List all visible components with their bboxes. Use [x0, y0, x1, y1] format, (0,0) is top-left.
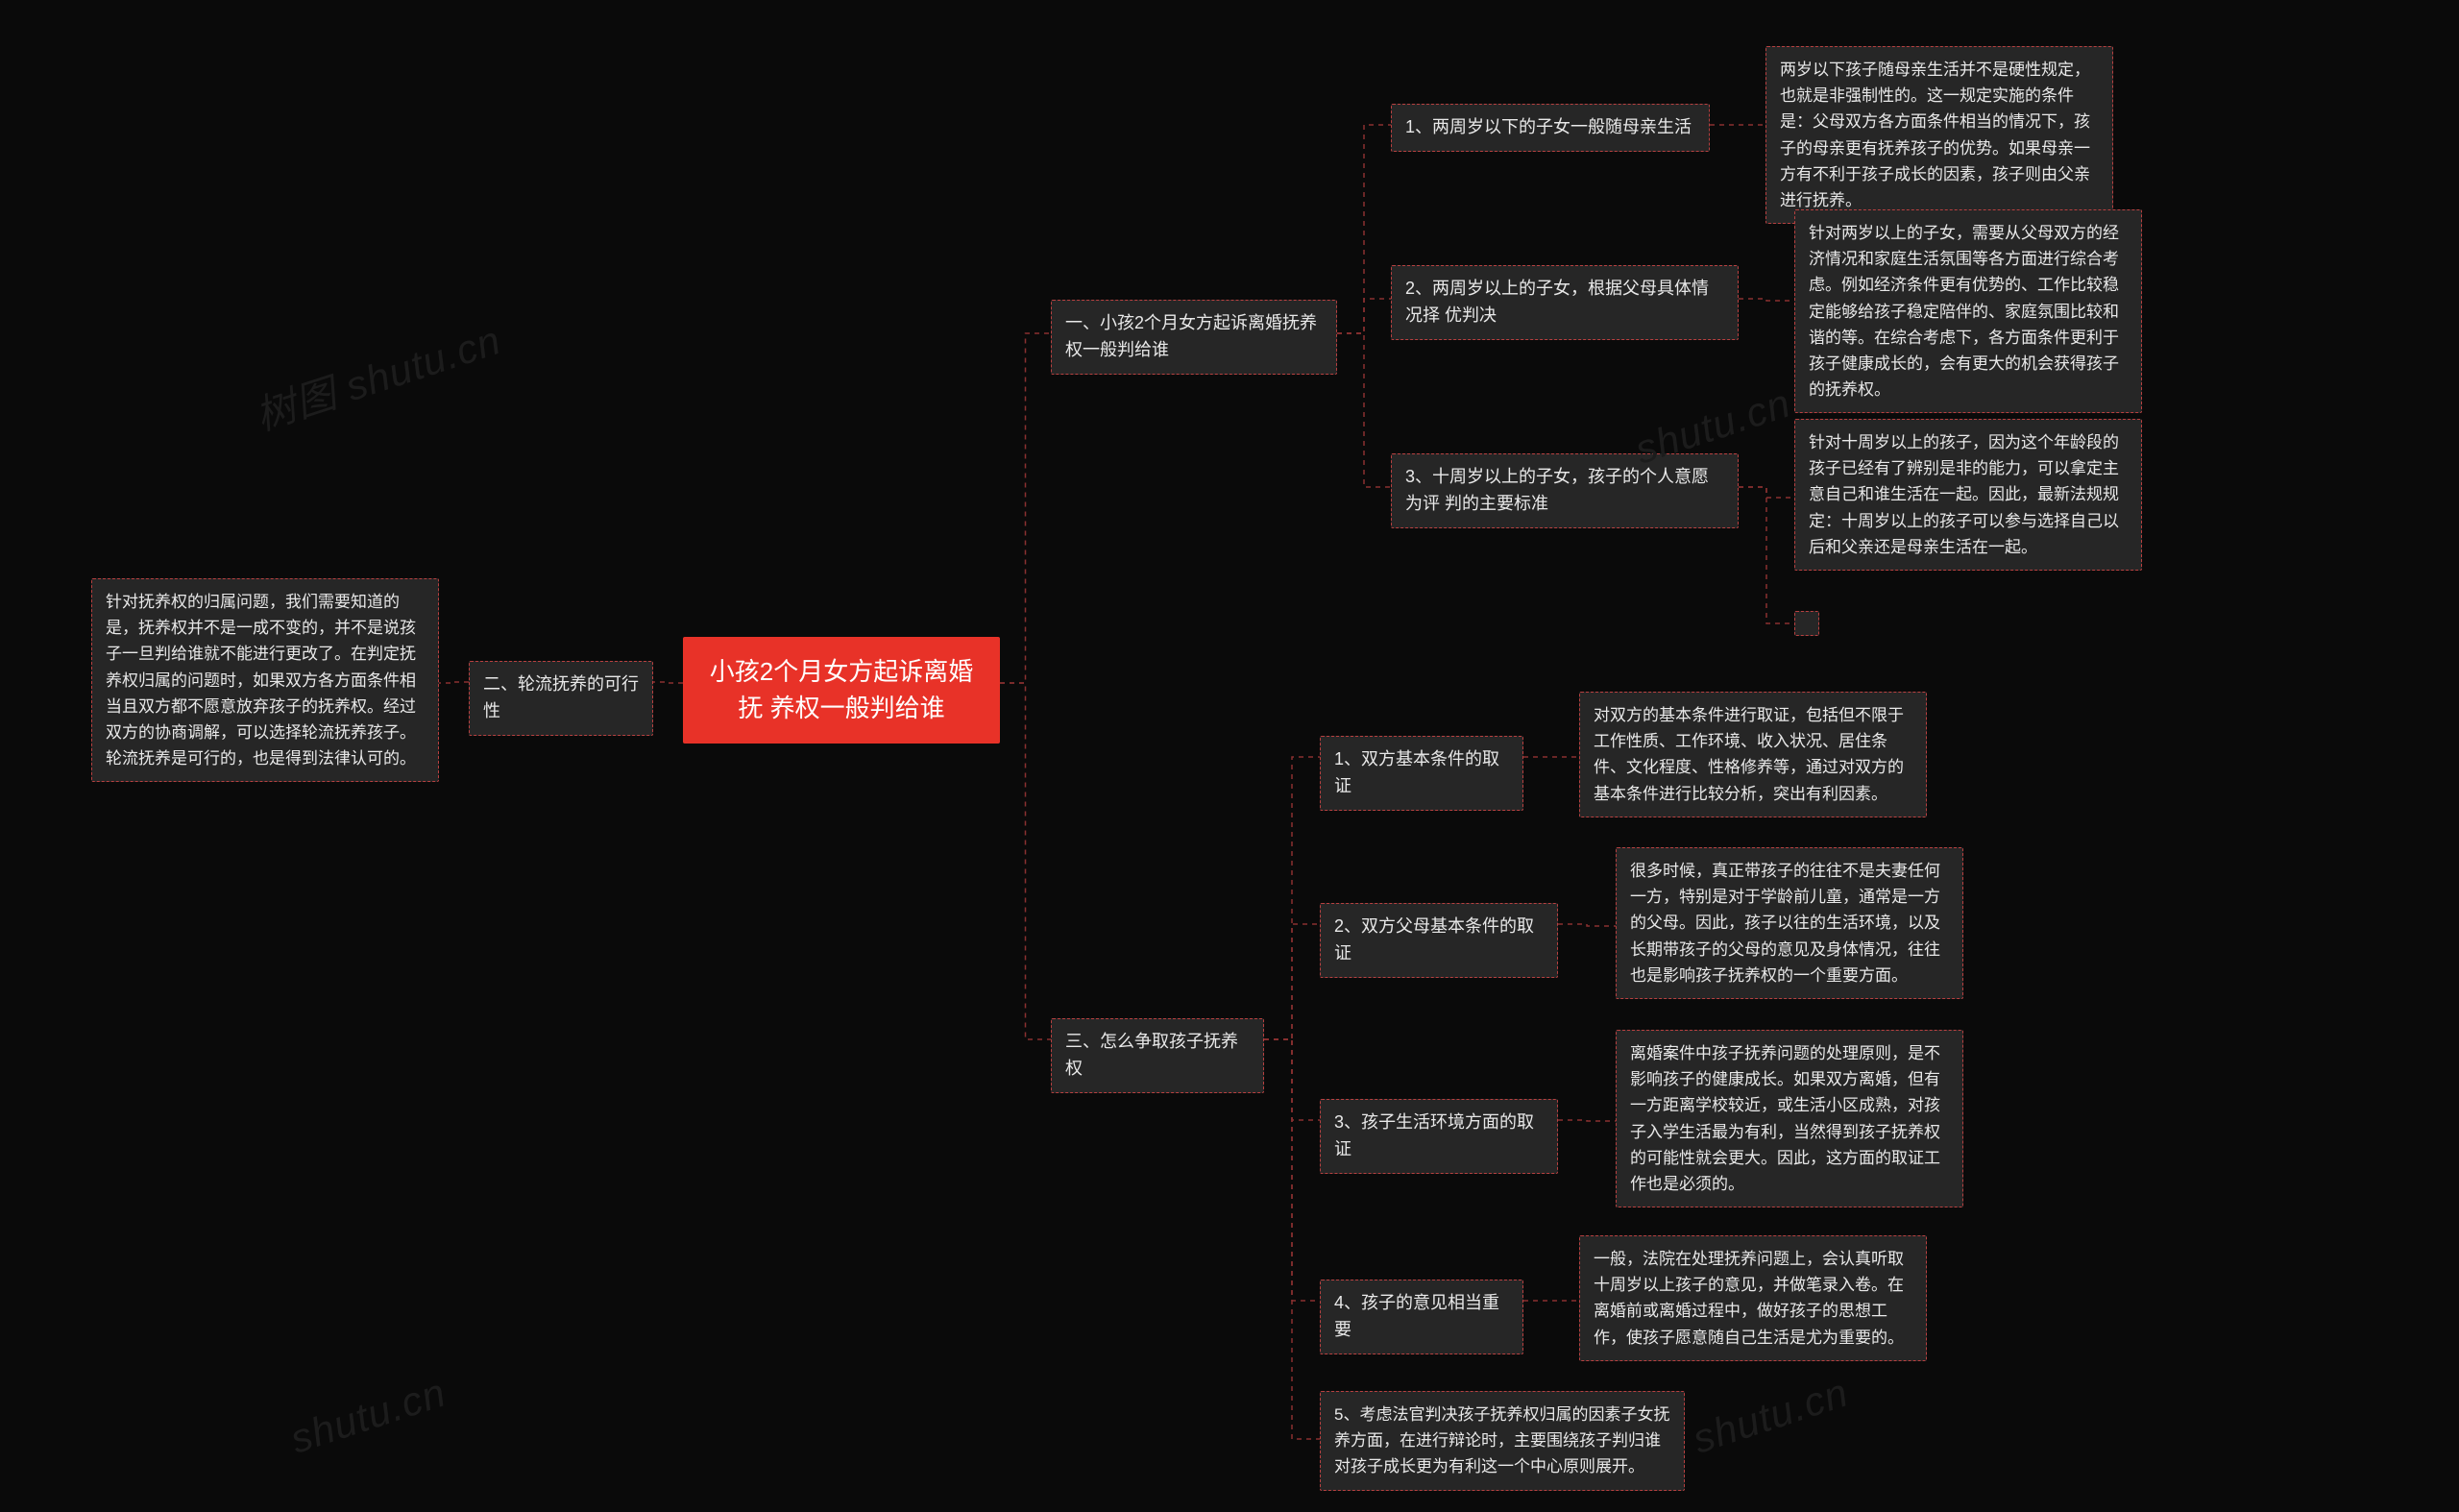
node-evidence-env: 3、孩子生活环境方面的取证: [1320, 1099, 1558, 1174]
node-over10: 3、十周岁以上的子女，孩子的个人意愿为评 判的主要标准: [1391, 453, 1739, 528]
leaf-evidence-parents-detail: 很多时候，真正带孩子的往往不是夫妻任何一方，特别是对于学龄前儿童，通常是一方的父…: [1616, 847, 1963, 999]
node-child-opinion: 4、孩子的意见相当重要: [1320, 1280, 1523, 1354]
watermark: 树图 shutu.cn: [247, 307, 507, 442]
leaf-evidence-basic-detail: 对双方的基本条件进行取证，包括但不限于工作性质、工作环境、收入状况、居住条件、文…: [1579, 692, 1927, 817]
node-under2: 1、两周岁以下的子女一般随母亲生活: [1391, 104, 1710, 152]
node-judge-factors: 5、考虑法官判决孩子抚养权归属的因素子女抚养方面，在进行辩论时，主要围绕孩子判归…: [1320, 1391, 1685, 1491]
node-evidence-parents: 2、双方父母基本条件的取证: [1320, 903, 1558, 978]
watermark: shutu.cn: [285, 1369, 451, 1462]
leaf-under2-detail: 两岁以下孩子随母亲生活并不是硬性规定，也就是非强制性的。这一规定实施的条件是：父…: [1765, 46, 2113, 224]
leaf-evidence-env-detail: 离婚案件中孩子抚养问题的处理原则，是不影响孩子的健康成长。如果双方离婚，但有一方…: [1616, 1030, 1963, 1207]
leaf-rotation-detail: 针对抚养权的归属问题，我们需要知道的是，抚养权并不是一成不变的，并不是说孩子一旦…: [91, 578, 439, 782]
branch-custody-who: 一、小孩2个月女方起诉离婚抚养 权一般判给谁: [1051, 300, 1337, 375]
watermark: shutu.cn: [1688, 1369, 1854, 1462]
node-evidence-basic: 1、双方基本条件的取证: [1320, 736, 1523, 811]
root-node: 小孩2个月女方起诉离婚抚 养权一般判给谁: [683, 637, 1000, 744]
empty-node: [1794, 611, 1819, 636]
leaf-child-opinion-detail: 一般，法院在处理抚养问题上，会认真听取十周岁以上孩子的意见，并做笔录入卷。在离婚…: [1579, 1235, 1927, 1361]
node-over2: 2、两周岁以上的子女，根据父母具体情况择 优判决: [1391, 265, 1739, 340]
branch-rotation: 二、轮流抚养的可行性: [469, 661, 653, 736]
leaf-over10-detail: 针对十周岁以上的孩子，因为这个年龄段的孩子已经有了辨别是非的能力，可以拿定主意自…: [1794, 419, 2142, 571]
leaf-over2-detail: 针对两岁以上的子女，需要从父母双方的经济情况和家庭生活氛围等各方面进行综合考虑。…: [1794, 209, 2142, 413]
branch-how-to-win: 三、怎么争取孩子抚养权: [1051, 1018, 1264, 1093]
